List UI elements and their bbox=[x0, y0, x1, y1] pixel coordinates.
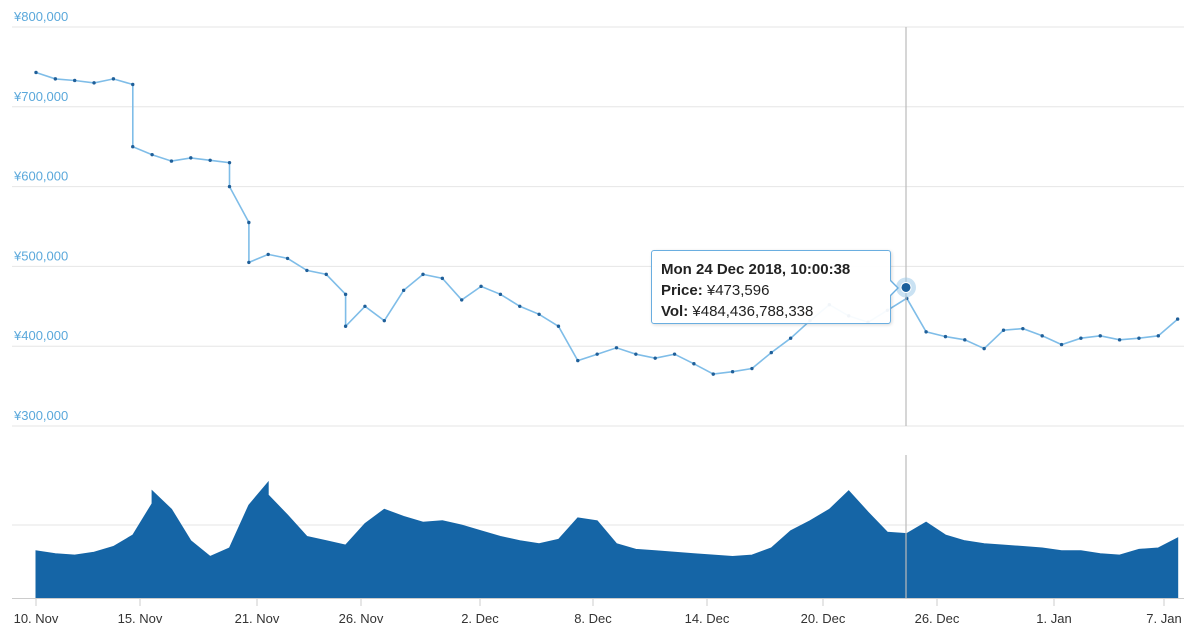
x-tick-label: 8. Dec bbox=[574, 611, 612, 626]
price-point bbox=[227, 160, 232, 165]
price-point bbox=[1098, 334, 1102, 338]
price-point bbox=[131, 82, 135, 87]
price-point bbox=[1079, 336, 1083, 340]
x-tick-label: 14. Dec bbox=[685, 611, 730, 626]
price-gridlines bbox=[12, 26, 1184, 526]
price-point bbox=[1156, 334, 1161, 338]
price-point bbox=[711, 372, 715, 376]
volume-area bbox=[35, 480, 1179, 599]
price-point bbox=[1137, 336, 1141, 340]
price-series[interactable] bbox=[34, 70, 1180, 376]
price-point bbox=[672, 352, 677, 356]
price-point bbox=[730, 370, 735, 374]
price-point bbox=[518, 304, 522, 308]
y-tick-label: ¥800,000 bbox=[13, 9, 68, 24]
price-point bbox=[382, 318, 386, 323]
tooltip-date: Mon 24 Dec 2018, 10:00:38 bbox=[661, 261, 851, 278]
volume-series[interactable] bbox=[35, 480, 1179, 599]
price-point bbox=[614, 346, 619, 350]
price-point bbox=[247, 220, 251, 225]
price-point bbox=[208, 158, 212, 162]
price-point bbox=[1059, 342, 1064, 347]
price-point bbox=[788, 336, 793, 340]
price-point bbox=[537, 312, 541, 316]
x-tick-label: 10. Nov bbox=[14, 611, 59, 626]
price-point bbox=[34, 70, 38, 75]
tooltip-price-label: Price: bbox=[661, 282, 703, 299]
price-point bbox=[460, 298, 464, 302]
price-point bbox=[479, 284, 483, 289]
x-tick-label: 2. Dec bbox=[461, 611, 499, 626]
y-tick-label: ¥400,000 bbox=[13, 328, 68, 343]
price-point bbox=[247, 260, 251, 265]
price-point bbox=[982, 346, 986, 351]
y-tick-label: ¥300,000 bbox=[13, 408, 68, 423]
price-point bbox=[498, 292, 503, 297]
price-point bbox=[92, 81, 96, 85]
price-point bbox=[1117, 338, 1122, 342]
x-tick-label: 7. Jan bbox=[1146, 611, 1181, 626]
price-point bbox=[1021, 326, 1025, 331]
price-point bbox=[692, 362, 696, 366]
price-point bbox=[53, 77, 58, 81]
price-point bbox=[653, 356, 657, 360]
price-point bbox=[1001, 328, 1006, 332]
price-point bbox=[343, 324, 348, 328]
x-tick-label: 26. Nov bbox=[339, 611, 384, 626]
price-point bbox=[285, 256, 290, 261]
price-point bbox=[111, 77, 116, 81]
price-line bbox=[35, 71, 1179, 375]
price-point bbox=[401, 288, 406, 293]
price-point bbox=[1175, 317, 1180, 321]
price-point bbox=[189, 156, 193, 160]
price-point bbox=[440, 276, 445, 281]
x-tick-label: 15. Nov bbox=[118, 611, 163, 626]
price-point bbox=[343, 292, 348, 297]
x-tick-label: 20. Dec bbox=[801, 611, 846, 626]
price-point bbox=[963, 338, 967, 342]
price-point bbox=[363, 304, 367, 308]
crosshair bbox=[896, 27, 916, 598]
price-point bbox=[576, 358, 580, 363]
price-point bbox=[131, 145, 135, 149]
price-point bbox=[305, 268, 309, 273]
price-point bbox=[266, 252, 270, 257]
x-axis: 10. Nov 15. Nov 21. Nov 26. Nov 2. Dec 8. Dec… bbox=[12, 598, 1184, 626]
y-tick-label: ¥500,000 bbox=[13, 248, 68, 263]
price-point bbox=[750, 366, 754, 371]
price-point bbox=[324, 272, 328, 277]
price-point bbox=[421, 272, 425, 277]
price-point bbox=[556, 324, 561, 328]
price-point bbox=[769, 350, 773, 355]
price-point bbox=[924, 330, 928, 334]
tooltip-price-value: ¥473,596 bbox=[706, 282, 770, 299]
price-point bbox=[1040, 334, 1044, 338]
tooltip-vol-label: Vol: bbox=[661, 303, 689, 320]
price-point bbox=[634, 352, 638, 356]
price-point bbox=[227, 184, 232, 189]
tooltip-arrow-inner bbox=[889, 280, 897, 296]
price-tooltip: Mon 24 Dec 2018, 10:00:38 Price: ¥473,59… bbox=[651, 250, 899, 324]
price-point bbox=[943, 334, 948, 339]
price-point bbox=[73, 78, 77, 83]
price-point bbox=[150, 152, 154, 157]
x-tick-label: 26. Dec bbox=[915, 611, 960, 626]
y-tick-label: ¥700,000 bbox=[13, 89, 68, 104]
x-tick-label: 21. Nov bbox=[235, 611, 280, 626]
price-y-axis-ticks: ¥800,000 ¥700,000 ¥600,000 ¥500,000 ¥400,000… bbox=[13, 9, 68, 423]
price-point bbox=[595, 352, 599, 356]
price-point bbox=[169, 159, 174, 163]
y-tick-label: ¥600,000 bbox=[13, 169, 68, 184]
x-tick-label: 1. Jan bbox=[1036, 611, 1071, 626]
hover-point bbox=[900, 281, 912, 293]
tooltip-vol-value: ¥484,436,788,338 bbox=[692, 303, 814, 320]
